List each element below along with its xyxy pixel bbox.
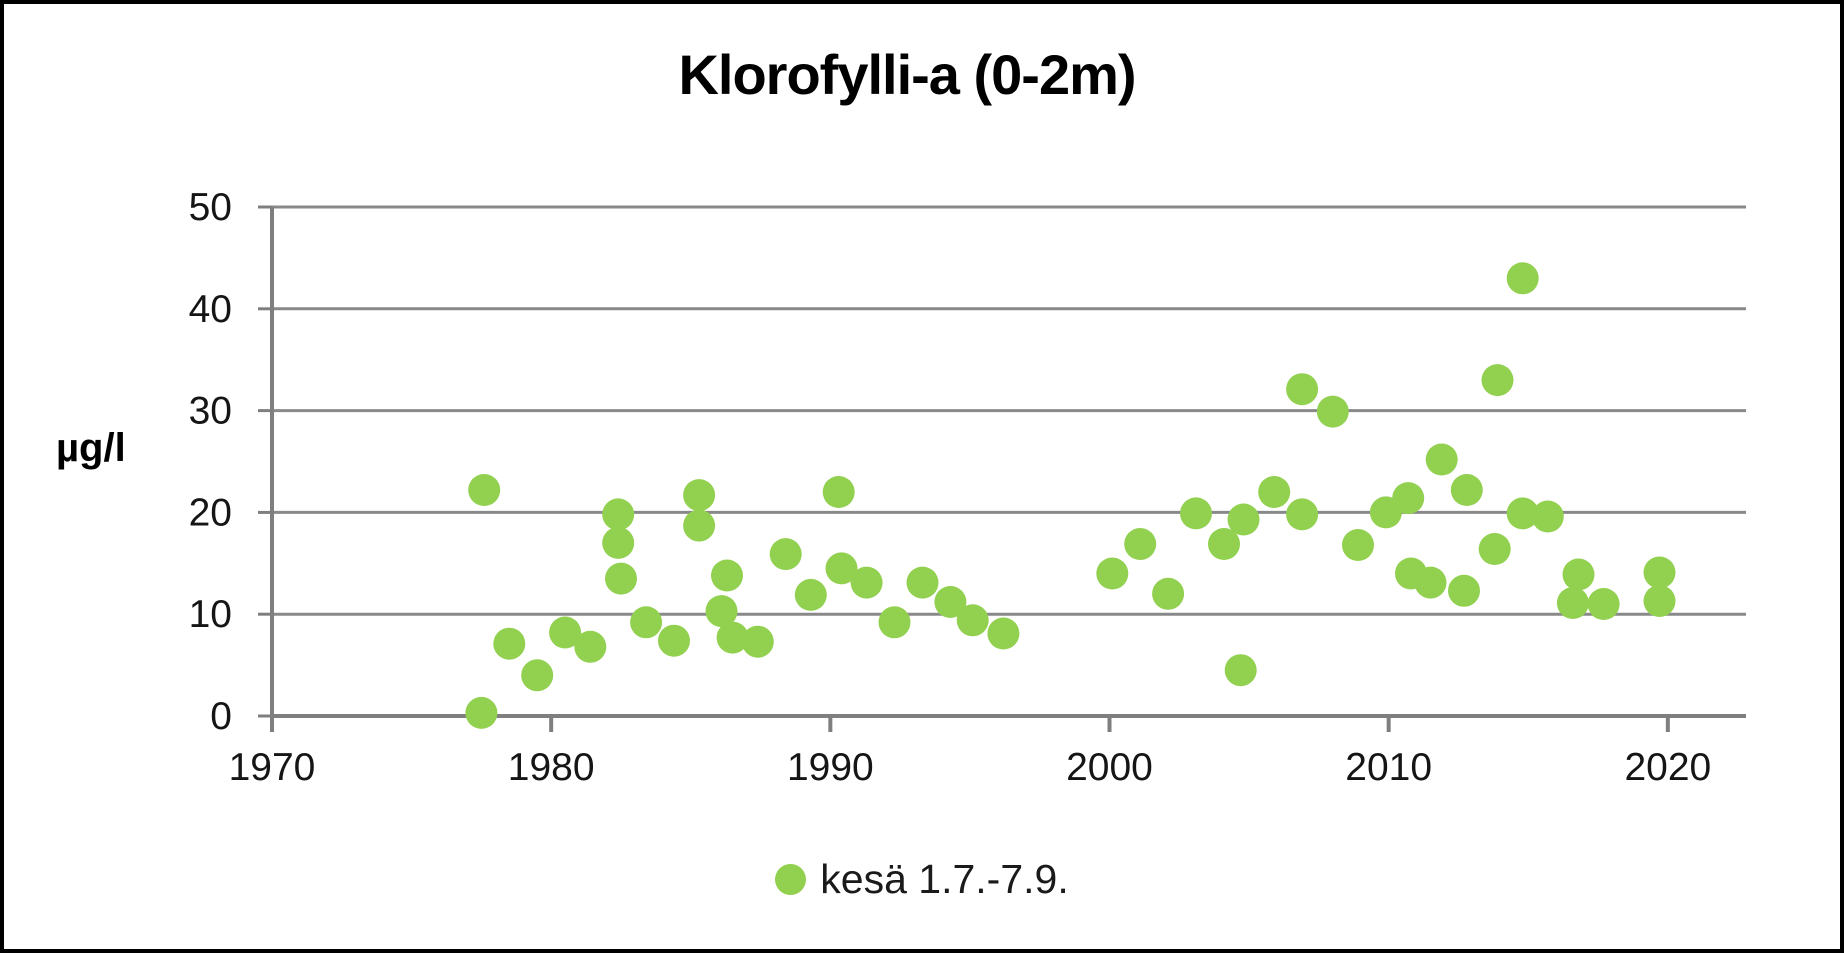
data-point-s0-28 (1124, 528, 1157, 560)
data-point-s0-38 (1342, 529, 1374, 561)
data-point-s0-9 (630, 606, 663, 639)
data-point-s0-42 (1414, 566, 1447, 599)
data-point-s0-21 (850, 566, 883, 599)
data-point-s0-0 (465, 696, 498, 729)
data-point-s0-19 (822, 476, 855, 508)
y-tick-label-20: 20 (189, 491, 232, 534)
scatter-plot-area: 1970 1980 1990 2000 2010 2020 0 10 20 30 40 50 (189, 186, 1746, 789)
data-point-s0-6 (602, 498, 635, 531)
data-point-s0-47 (1481, 364, 1514, 397)
data-point-s0-18 (794, 578, 827, 611)
data-point-s0-53 (1587, 588, 1620, 620)
x-tick-label-2020: 2020 (1624, 746, 1711, 789)
data-point-s0-51 (1556, 587, 1589, 619)
data-point-s0-13 (705, 595, 738, 628)
legend-marker-icon (775, 864, 807, 895)
data-point-s0-2 (493, 627, 526, 660)
data-point-s0-7 (602, 526, 635, 559)
data-point-s0-40 (1392, 482, 1425, 515)
data-point-s0-46 (1478, 533, 1511, 565)
chart-title: Klorofylli-a (0-2m) (678, 43, 1136, 106)
data-point-s0-27 (1096, 557, 1129, 590)
data-point-s0-4 (549, 616, 582, 649)
x-tick-label-1980: 1980 (508, 746, 595, 789)
data-point-s0-43 (1425, 443, 1458, 476)
data-point-s0-12 (683, 509, 716, 542)
data-point-s0-36 (1286, 498, 1319, 531)
data-point-s0-24 (934, 586, 967, 618)
data-point-s0-33 (1227, 503, 1260, 536)
legend-series-label: kesä 1.7.-7.9. (820, 856, 1069, 902)
y-tick-label-0: 0 (210, 695, 232, 738)
data-point-s0-30 (1180, 497, 1212, 530)
data-point-s0-44 (1448, 574, 1480, 607)
data-point-s0-52 (1562, 558, 1595, 591)
x-tick-label-2000: 2000 (1066, 746, 1153, 789)
data-point-s0-14 (711, 559, 743, 592)
data-point-s0-34 (1258, 476, 1291, 508)
y-axis-unit-label: µg/l (56, 426, 126, 470)
data-point-s0-3 (521, 659, 554, 692)
y-tick-label-50: 50 (189, 186, 232, 229)
data-point-s0-17 (769, 538, 802, 571)
y-tick-label-30: 30 (189, 390, 232, 433)
data-point-s0-11 (683, 479, 716, 512)
data-point-s0-48 (1506, 262, 1539, 295)
y-tick-label-10: 10 (189, 593, 232, 636)
x-tick-label-1970: 1970 (229, 746, 316, 789)
data-point-s0-1 (468, 474, 501, 506)
data-point-s0-32 (1224, 654, 1257, 687)
data-point-s0-50 (1531, 500, 1564, 533)
data-point-s0-54 (1643, 556, 1676, 589)
legend: kesä 1.7.-7.9. (4, 856, 1840, 903)
data-point-s0-45 (1450, 474, 1483, 506)
y-tick-label-40: 40 (189, 288, 232, 331)
x-tick-label-1990: 1990 (787, 746, 874, 789)
data-point-s0-26 (987, 617, 1020, 650)
data-point-s0-22 (878, 606, 911, 639)
data-point-s0-20 (825, 552, 858, 585)
data-point-s0-37 (1316, 395, 1349, 428)
data-point-s0-5 (574, 630, 607, 663)
data-point-s0-55 (1643, 585, 1676, 617)
data-point-s0-29 (1152, 577, 1185, 610)
data-point-s0-8 (605, 562, 637, 595)
data-point-s0-35 (1286, 373, 1319, 406)
data-point-s0-49 (1506, 497, 1539, 530)
data-point-s0-15 (716, 621, 749, 654)
data-point-s0-10 (658, 624, 690, 657)
data-point-s0-25 (956, 604, 989, 637)
x-tick-label-2010: 2010 (1345, 746, 1432, 789)
data-point-s0-23 (906, 566, 939, 599)
data-point-s0-31 (1208, 528, 1240, 560)
data-point-s0-16 (741, 625, 774, 658)
